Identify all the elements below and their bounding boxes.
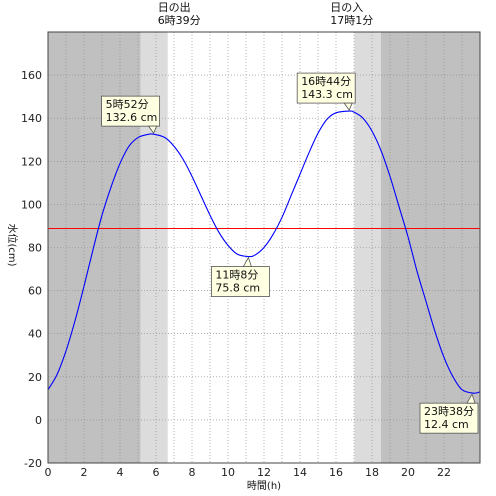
callout-box bbox=[101, 95, 161, 127]
y-tick-label: -20 bbox=[24, 457, 42, 470]
x-tick-label: 14 bbox=[293, 466, 307, 479]
callout-level: 75.8 cm bbox=[215, 282, 260, 295]
sunset-time: 17時1分 bbox=[330, 14, 373, 27]
sun-times-header: 日の出 6時39分 日の入 17時1分 bbox=[158, 0, 374, 27]
callout-time: 5時52分 bbox=[106, 98, 149, 111]
plot-frame bbox=[47, 31, 481, 464]
y-tick-label: 160 bbox=[21, 69, 42, 82]
sunset-label: 日の入 bbox=[330, 1, 363, 14]
callout-level: 132.6 cm bbox=[106, 111, 158, 124]
callout-pointer bbox=[466, 393, 476, 404]
callout-level: 143.3 cm bbox=[301, 88, 353, 101]
x-tick-labels: 0 2 4 6 8 10 12 14 16 18 20 22 bbox=[45, 466, 452, 479]
callout-box bbox=[419, 402, 479, 434]
callout-time: 16時44分 bbox=[301, 75, 351, 88]
plot-border bbox=[47, 31, 481, 464]
sunrise-label: 日の出 bbox=[158, 0, 191, 14]
y-tick-label: 100 bbox=[21, 198, 42, 211]
callout-time: 23時38分 bbox=[424, 405, 474, 418]
y-tick-label: 60 bbox=[28, 285, 42, 298]
x-tick-label: 4 bbox=[117, 466, 124, 479]
callout-pointer bbox=[147, 125, 158, 134]
y-tick-label: 20 bbox=[28, 371, 42, 384]
x-tick-label: 2 bbox=[81, 466, 88, 479]
x-tick-label: 10 bbox=[221, 466, 235, 479]
tide-series bbox=[47, 110, 481, 394]
y-tick-labels: -20 0 20 40 60 80 100 120 140 160 bbox=[21, 69, 42, 470]
y-tick-label: 80 bbox=[28, 242, 42, 255]
x-tick-label: 0 bbox=[45, 466, 52, 479]
callout-pointer bbox=[242, 256, 252, 267]
y-tick-label: 0 bbox=[35, 414, 42, 427]
x-tick-label: 16 bbox=[329, 466, 343, 479]
x-tick-label: 18 bbox=[365, 466, 379, 479]
x-tick-label: 8 bbox=[189, 466, 196, 479]
tide-line bbox=[47, 110, 481, 394]
x-axis-title: 時間(h) bbox=[247, 480, 281, 492]
y-tick-label: 120 bbox=[21, 155, 42, 168]
callout-level: 12.4 cm bbox=[424, 418, 469, 431]
x-tick-label: 6 bbox=[153, 466, 160, 479]
sunrise-time: 6時39分 bbox=[158, 14, 201, 27]
callout-time: 11時8分 bbox=[215, 269, 258, 282]
callout-box bbox=[210, 266, 270, 297]
y-tick-label: 40 bbox=[28, 328, 42, 341]
y-axis-title: 水位(cm) bbox=[6, 223, 19, 266]
y-tick-label: 140 bbox=[21, 112, 42, 125]
x-tick-label: 12 bbox=[257, 466, 271, 479]
x-tick-label: 20 bbox=[401, 466, 415, 479]
callout-pointer bbox=[343, 102, 353, 111]
x-tick-label: 22 bbox=[437, 466, 451, 479]
callout-box bbox=[296, 72, 356, 104]
